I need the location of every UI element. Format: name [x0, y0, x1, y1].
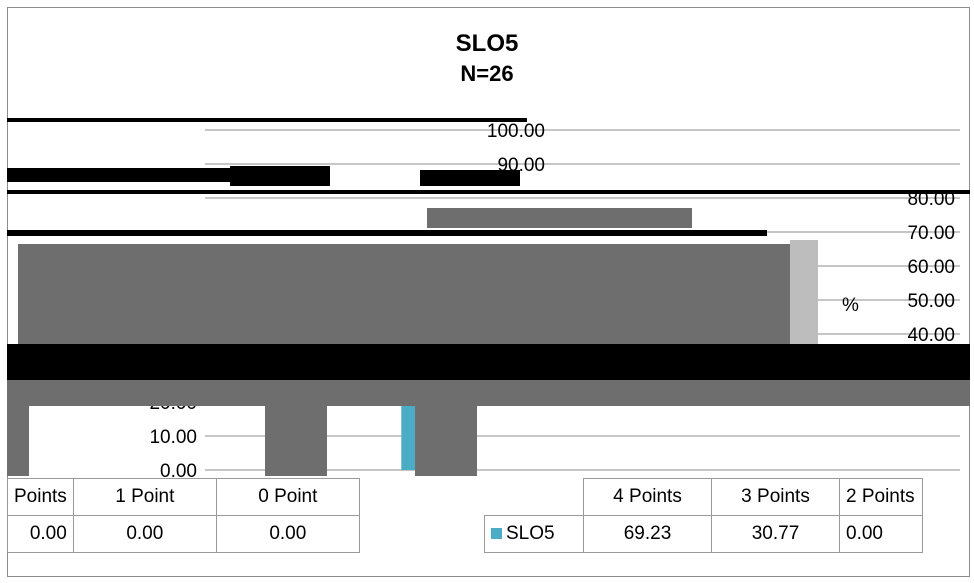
- table-cell: 0.00: [215, 515, 360, 553]
- table-cell: 0.00: [839, 515, 923, 553]
- table-header-cell: Points: [7, 478, 74, 516]
- table-cell: 0.00: [72, 515, 217, 553]
- y-tick-label: 80.00: [907, 189, 955, 210]
- y-tick-label: 70.00: [907, 223, 955, 244]
- table-cell: 30.77: [711, 515, 840, 553]
- table-row: 4 Points 3 Points 2 Points: [484, 478, 923, 516]
- table-row: 0.00 0.00 0.00: [7, 515, 360, 553]
- data-table-left: Points 1 Point 0 Point 0.00 0.00 0.00: [7, 478, 360, 553]
- y-axis-title: %: [842, 295, 859, 316]
- y-tick-label: 10.00: [149, 427, 197, 448]
- y-tick-label: 20.00: [149, 393, 197, 414]
- table-header-cell: 1 Point: [72, 478, 217, 516]
- chart-title-block: SLO5 N=26: [0, 30, 974, 88]
- table-row: SLO5 69.23 30.77 0.00: [484, 515, 923, 553]
- y-tick-label: 30.00: [907, 359, 955, 380]
- table-header-cell: 3 Points: [711, 478, 840, 516]
- chart-frame: [7, 7, 970, 577]
- chart-subtitle: N=26: [460, 61, 514, 86]
- legend-swatch-icon: [491, 528, 502, 540]
- y-tick-label: 60.00: [907, 257, 955, 278]
- y-tick-label: 40.00: [907, 325, 955, 346]
- legend-cell: SLO5: [484, 515, 584, 553]
- bar-3-points: [401, 365, 462, 470]
- table-header-cell: 2 Points: [839, 478, 923, 516]
- table-header-cell: 0 Point: [215, 478, 360, 516]
- table-cell: 69.23: [583, 515, 712, 553]
- y-tick-label: 50.00: [907, 291, 955, 312]
- legend-label: SLO5: [506, 523, 555, 544]
- table-cell: 0.00: [7, 515, 74, 553]
- chart-title: SLO5: [455, 30, 519, 57]
- table-row: Points 1 Point 0 Point: [7, 478, 360, 516]
- data-table-right: 4 Points 3 Points 2 Points SLO5 69.23 30…: [484, 478, 923, 553]
- y-tick-label: 100.00: [487, 121, 545, 142]
- y-tick-label: 90.00: [497, 155, 545, 176]
- table-header-cell: 4 Points: [583, 478, 712, 516]
- y-tick-label: 0.00: [160, 461, 197, 482]
- bar-4-points: [63, 246, 123, 343]
- table-corner-cell: [484, 478, 584, 516]
